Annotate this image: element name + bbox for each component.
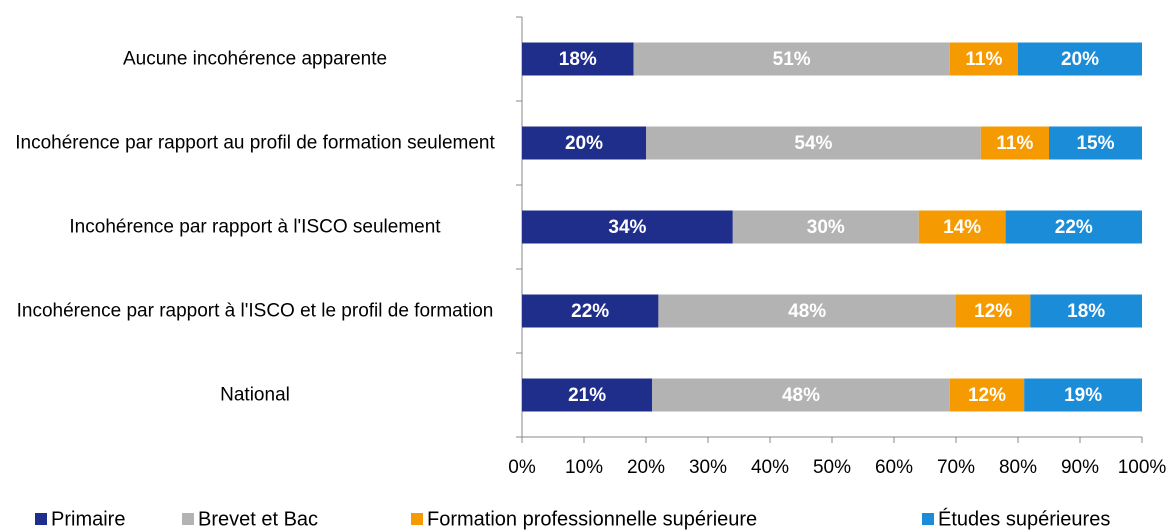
data-label: 12% <box>968 385 1006 406</box>
data-label: 19% <box>1064 385 1102 406</box>
bar-segment <box>949 42 1018 76</box>
bar-segment <box>658 294 956 328</box>
bar-segment <box>918 210 1006 244</box>
x-tick-label: 0% <box>508 457 536 478</box>
x-tick-label: 100% <box>1118 457 1167 478</box>
x-tick-label: 90% <box>1061 457 1099 478</box>
x-tick-label: 20% <box>627 457 665 478</box>
data-label: 48% <box>782 385 820 406</box>
x-tick-label: 10% <box>565 457 603 478</box>
y-tick-label: Aucune incohérence apparente <box>122 48 388 70</box>
data-label: 20% <box>565 133 603 154</box>
y-tick-label: Incohérence par rapport à l'ISCO seuleme… <box>69 216 441 238</box>
x-tick-label: 40% <box>751 457 789 478</box>
data-label: 15% <box>1076 133 1114 154</box>
legend-label: Formation professionnelle supérieure <box>427 508 757 530</box>
bar-segment <box>633 42 950 76</box>
y-tick-label: Incohérence par rapport au profil de for… <box>15 132 495 154</box>
legend-swatch <box>411 513 423 525</box>
bar-segment <box>732 210 919 244</box>
bar-segment <box>652 378 950 412</box>
data-label: 34% <box>608 217 646 238</box>
x-tick-label: 80% <box>999 457 1037 478</box>
legend-label: Brevet et Bac <box>198 508 318 530</box>
y-tick-label: National <box>220 384 290 406</box>
bar-segment <box>980 126 1049 160</box>
bar-segment <box>522 210 733 244</box>
bar-segment <box>1024 378 1142 412</box>
bar-segment <box>522 42 634 76</box>
data-label: 48% <box>788 301 826 322</box>
data-label: 51% <box>773 49 811 70</box>
data-label: 30% <box>807 217 845 238</box>
legend-label: Primaire <box>51 508 125 530</box>
data-label: 14% <box>943 217 981 238</box>
bar-segment <box>646 126 981 160</box>
bar-segment <box>956 294 1031 328</box>
data-label: 54% <box>794 133 832 154</box>
legend-label: Études supérieures <box>938 507 1110 530</box>
bar-segment <box>522 126 646 160</box>
legend-swatch <box>182 513 194 525</box>
bar-segment <box>1049 126 1142 160</box>
legend-swatch <box>35 513 47 525</box>
legend-swatch <box>922 513 934 525</box>
data-label: 22% <box>571 301 609 322</box>
data-label: 12% <box>974 301 1012 322</box>
bar-segment <box>1018 42 1142 76</box>
bar-segment <box>522 294 659 328</box>
bar-segment <box>949 378 1025 412</box>
x-tick-label: 50% <box>813 457 851 478</box>
data-label: 18% <box>559 49 597 70</box>
bar-segment <box>522 378 653 412</box>
data-label: 21% <box>568 385 606 406</box>
x-tick-label: 70% <box>937 457 975 478</box>
x-tick-label: 30% <box>689 457 727 478</box>
data-label: 22% <box>1055 217 1093 238</box>
bar-segment <box>1005 210 1142 244</box>
data-label: 11% <box>996 133 1033 154</box>
x-tick-label: 60% <box>875 457 913 478</box>
data-label: 18% <box>1067 301 1105 322</box>
y-tick-label: Incohérence par rapport à l'ISCO et le p… <box>16 300 494 322</box>
data-label: 20% <box>1061 49 1099 70</box>
data-label: 11% <box>965 49 1002 70</box>
bar-segment <box>1030 294 1142 328</box>
